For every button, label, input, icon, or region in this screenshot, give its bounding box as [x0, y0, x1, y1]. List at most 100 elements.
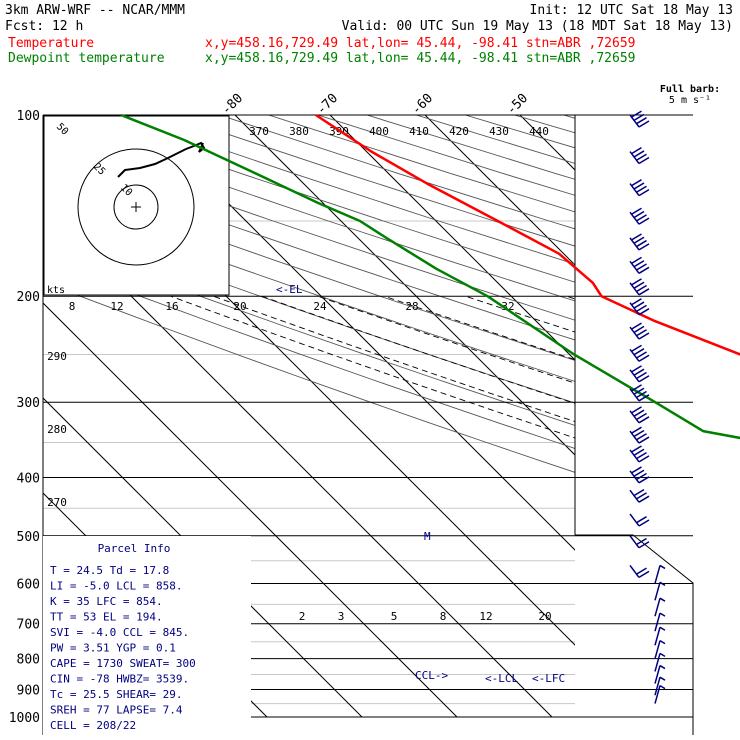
- parcel-info-row: LI = -5.0 LCL = 858.: [50, 580, 182, 593]
- wind-barb: [654, 581, 666, 601]
- wind-barb: [629, 564, 650, 579]
- lcl-marker: <-LCL: [485, 672, 518, 685]
- wind-barb-flag: [636, 153, 647, 161]
- wind-barb-flag: [659, 640, 666, 645]
- wind-barb-flag: [636, 214, 647, 222]
- wind-barb-staff: [654, 685, 661, 704]
- temperature-curve: [315, 113, 740, 356]
- wind-barb-flag: [638, 375, 650, 383]
- wind-barb-staff: [654, 582, 661, 601]
- wind-barb-flag: [636, 239, 647, 248]
- wind-barb-flag: [631, 344, 642, 353]
- parcel-info-row: CIN = -78 HWBZ= 3539.: [50, 673, 189, 686]
- temperature-tick-label: -70: [314, 91, 341, 118]
- wind-barb: [629, 513, 650, 527]
- dewpoint-curve: [120, 113, 740, 440]
- pressure-tick-label: 300: [17, 396, 40, 411]
- wind-barb-staff: [629, 513, 640, 527]
- moist-adiabat: [465, 295, 575, 333]
- lfc-marker: <-LFC: [532, 672, 565, 685]
- wind-barb-flag: [631, 298, 642, 306]
- wind-barb-flag: [631, 406, 642, 414]
- wind-barb-flag: [633, 150, 645, 158]
- wind-barbs: [629, 110, 666, 704]
- wind-barb-flag: [631, 179, 642, 187]
- hodograph-ring: [113, 184, 159, 230]
- isotherm-line: [710, 115, 740, 717]
- wind-barb-flag: [633, 387, 645, 395]
- pressure-tick-label: 400: [17, 471, 40, 486]
- full-barb-label: Full barb:: [660, 84, 720, 95]
- wind-barb-flag: [638, 188, 650, 197]
- wind-barb-flag: [633, 260, 645, 268]
- wind-barb-flag: [638, 519, 650, 527]
- wind-barb-flag: [633, 113, 645, 122]
- dewpoint-legend: Dewpoint temperature: [8, 51, 165, 66]
- mixing-ratio-label: 3: [338, 610, 345, 623]
- parcel-info-row: CAPE = 1730 SWEAT= 300: [50, 657, 196, 670]
- wind-barb-flag: [636, 412, 647, 421]
- wind-barb-staff: [654, 627, 661, 646]
- wind-barb-flag: [633, 469, 645, 477]
- wind-barb-flag: [638, 570, 650, 579]
- wind-barb-flag: [636, 371, 647, 380]
- wind-barb-flag: [636, 516, 647, 524]
- wind-barb-flag: [638, 156, 650, 165]
- wind-barb-flag: [659, 564, 666, 570]
- wind-barb-flag: [633, 236, 645, 244]
- wind-barb-flag: [638, 495, 650, 503]
- wind-barb-flag: [659, 664, 666, 670]
- wind-barb-flag: [636, 117, 647, 125]
- dry-adiabat: [43, 237, 575, 426]
- wind-barb-flag: [636, 433, 647, 441]
- level-markers: <-EL CCL-> <-LCL <-LFC M: [276, 283, 565, 685]
- sounding-curves: [120, 113, 740, 440]
- parcel-info-row: CELL = 208/22: [50, 719, 136, 732]
- wind-barb-flag: [638, 436, 650, 444]
- wind-barb-flag: [636, 284, 647, 293]
- wind-barb-flag: [638, 217, 650, 225]
- dry-adiabat: [366, 115, 575, 180]
- wind-barb-staff: [654, 612, 661, 632]
- theta-tick-label: 370: [249, 125, 269, 138]
- isotherm-line: [424, 115, 575, 266]
- parcel-info-row: T = 24.5 Td = 17.8: [50, 564, 169, 577]
- parcel-info-row: TT = 53 EL = 194.: [50, 611, 163, 624]
- mixing-ratio-label: 28: [405, 300, 418, 313]
- theta-tick-label: 420: [449, 125, 469, 138]
- wind-barb-flag: [633, 210, 645, 219]
- hodograph-center: [131, 202, 141, 212]
- wind-barb: [654, 640, 666, 659]
- wind-barb-flag: [631, 322, 642, 330]
- wind-barb-flag: [633, 281, 645, 289]
- wind-barb-staff: [654, 665, 661, 684]
- pressure-tick-label: 700: [17, 618, 40, 633]
- wind-barb-flag: [633, 409, 645, 417]
- dry-adiabat: [43, 259, 575, 449]
- parcel-info-row: Tc = 25.5 SHEAR= 29.: [50, 688, 182, 701]
- wind-barb: [654, 612, 666, 632]
- wind-barb: [654, 597, 666, 617]
- full-barb-value: 5 m s⁻¹: [669, 95, 711, 106]
- wind-barb-staff: [629, 489, 640, 503]
- wind-barb-flag: [633, 429, 645, 438]
- wind-barb-flag: [638, 308, 650, 316]
- isotherm-line: [234, 115, 575, 456]
- wind-barb-flag: [631, 384, 642, 392]
- axis-labels: 100 200 300 400 500 600 700 800 900 1000 -80 -70 -60…: [9, 91, 552, 726]
- wind-barb-flag: [638, 266, 650, 274]
- pressure-tick-label: 200: [17, 290, 40, 305]
- wind-barb: [629, 535, 650, 549]
- dry-adiabat: [219, 115, 575, 230]
- wind-barb: [629, 406, 650, 424]
- moist-adiabat: [261, 295, 575, 404]
- parcel-info-panel: Parcel Info T = 24.5 Td = 17.8 LI = -5.0 …: [43, 536, 251, 735]
- dewpoint-location-info: x,y=458.16,729.49 lat,lon= 45.44, -98.41…: [205, 51, 635, 66]
- dry-adiabat: [563, 115, 575, 119]
- wind-barb: [629, 445, 650, 463]
- wind-barb: [629, 426, 650, 444]
- valid-time: Valid: 00 UTC Sun 19 May 13 (18 MDT Sat …: [342, 19, 733, 34]
- wind-barb-flag: [638, 416, 650, 424]
